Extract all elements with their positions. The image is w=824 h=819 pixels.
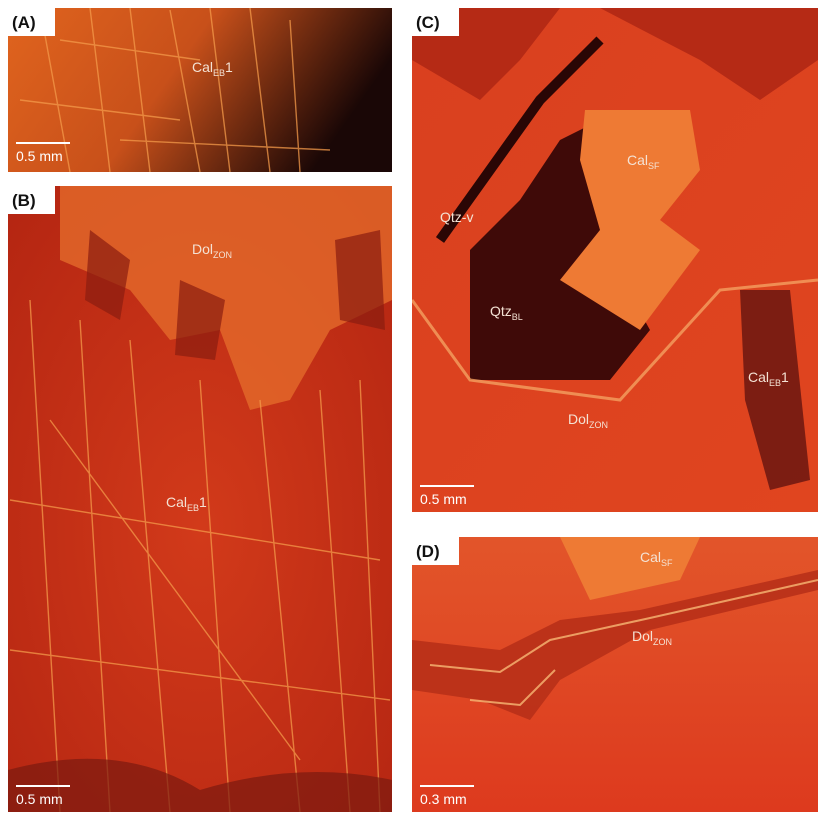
panel-label: (C) bbox=[416, 13, 440, 32]
panel-label: (B) bbox=[12, 191, 36, 210]
panel-label: (D) bbox=[416, 542, 440, 561]
figure: (A) CalEB1 0.5 mm (B) DolZON CalEB1 0.5 … bbox=[0, 0, 824, 819]
panel-d: (D) CalSF DolZON 0.3 mm bbox=[412, 537, 818, 812]
scale-bar-label: 0.5 mm bbox=[16, 148, 63, 164]
panel-a: (A) CalEB1 0.5 mm bbox=[8, 8, 392, 172]
scale-bar-label: 0.5 mm bbox=[420, 491, 467, 507]
annotation: Qtz-v bbox=[440, 209, 473, 225]
scale-bar-label: 0.5 mm bbox=[16, 791, 63, 807]
panel-b: (B) DolZON CalEB1 0.5 mm bbox=[8, 186, 392, 812]
scale-bar-label: 0.3 mm bbox=[420, 791, 467, 807]
panel-label: (A) bbox=[12, 13, 36, 32]
panel-c: (C) CalSF Qtz-v QtzBL CalEB1 DolZON 0.5 … bbox=[412, 8, 818, 512]
